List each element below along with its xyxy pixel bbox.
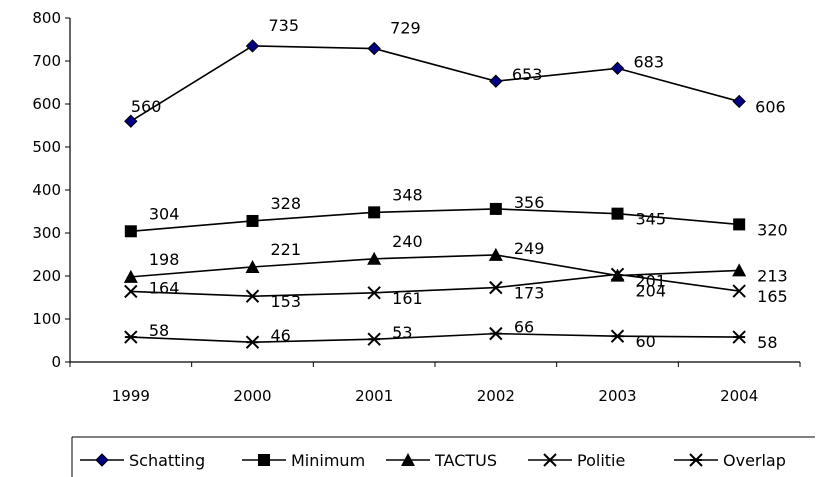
data-label-politie: 164 xyxy=(149,278,180,297)
point-tactus xyxy=(123,269,138,283)
data-label-tactus: 249 xyxy=(514,239,545,258)
data-label-overlap: 66 xyxy=(514,318,534,337)
legend-label-minimum: Minimum xyxy=(291,451,365,470)
y-tick-label: 600 xyxy=(32,95,61,113)
y-tick-label: 500 xyxy=(32,138,61,156)
data-label-minimum: 348 xyxy=(392,185,423,204)
legend-marker-politie xyxy=(543,453,557,467)
data-label-overlap: 53 xyxy=(392,323,412,342)
y-tick-label: 200 xyxy=(32,267,61,285)
data-label-schatting: 653 xyxy=(512,65,543,84)
x-tick-label: 2002 xyxy=(477,387,515,405)
x-tick-label: 2000 xyxy=(233,387,271,405)
point-minimum xyxy=(124,225,137,238)
chart-axes: 0 100 200 300 400 500 600 700 800 1999 2000 2001 200… xyxy=(32,9,801,405)
x-tick-label: 1999 xyxy=(112,387,150,405)
data-label-tactus: 198 xyxy=(149,250,180,269)
point-overlap xyxy=(732,330,746,344)
point-schatting xyxy=(732,94,746,109)
data-label-politie: 161 xyxy=(392,289,423,308)
point-minimum xyxy=(368,206,381,219)
x-tick-label: 2004 xyxy=(720,387,758,405)
legend-marker-tactus xyxy=(401,453,415,466)
data-label-overlap: 60 xyxy=(636,332,656,351)
legend: Schatting Minimum TACTUS Politie Overlap xyxy=(71,436,815,477)
y-tick-label: 0 xyxy=(51,353,61,371)
point-politie xyxy=(489,280,503,295)
data-label-schatting: 606 xyxy=(755,97,786,116)
series-line-minimum xyxy=(130,208,740,233)
point-overlap xyxy=(124,330,138,344)
legend-label-tactus: TACTUS xyxy=(434,451,497,470)
point-minimum xyxy=(489,202,502,215)
legend-label-overlap: Overlap xyxy=(723,451,786,470)
x-tick-label: 2003 xyxy=(598,387,636,405)
data-label-minimum: 356 xyxy=(514,193,545,212)
point-minimum xyxy=(611,207,624,220)
point-overlap xyxy=(245,335,260,349)
data-label-minimum: 320 xyxy=(757,220,788,239)
point-politie xyxy=(732,284,746,298)
data-label-tactus: 213 xyxy=(757,266,788,285)
point-politie xyxy=(245,289,260,303)
data-label-overlap: 58 xyxy=(757,333,777,352)
legend-label-politie: Politie xyxy=(577,451,625,470)
data-label-politie: 173 xyxy=(514,284,545,303)
point-overlap xyxy=(610,329,625,343)
series-line-tactus xyxy=(130,254,740,278)
point-tactus xyxy=(245,259,260,273)
series-lines xyxy=(123,39,747,349)
data-label-minimum: 345 xyxy=(636,210,667,229)
legend-label-schatting: Schatting xyxy=(129,451,205,470)
data-label-politie: 165 xyxy=(757,287,788,306)
x-tick-label: 2001 xyxy=(355,387,393,405)
data-label-politie: 153 xyxy=(271,292,302,311)
point-schatting xyxy=(610,61,625,76)
series-line-overlap xyxy=(130,332,740,344)
y-tick-label: 800 xyxy=(32,9,61,27)
legend-marker-overlap xyxy=(689,453,703,467)
legend-marker-minimum xyxy=(258,454,270,466)
point-tactus xyxy=(367,251,382,265)
y-tick-label: 400 xyxy=(32,181,61,199)
series-line-politie xyxy=(130,273,740,298)
series-line-schatting xyxy=(130,45,740,122)
data-label-minimum: 328 xyxy=(271,194,302,213)
data-label-schatting: 735 xyxy=(269,16,300,35)
data-label-minimum: 304 xyxy=(149,204,180,223)
point-schatting xyxy=(489,74,503,88)
y-tick-label: 100 xyxy=(32,310,61,328)
point-politie xyxy=(610,267,625,281)
y-tick-label: 300 xyxy=(32,224,61,242)
point-schatting xyxy=(245,39,260,53)
data-label-overlap: 58 xyxy=(149,321,169,340)
point-minimum xyxy=(246,214,259,227)
point-politie xyxy=(367,286,381,300)
point-schatting xyxy=(124,114,138,128)
point-overlap xyxy=(367,332,381,346)
data-label-schatting: 560 xyxy=(131,97,162,116)
data-labels: 560 735 729 653 683 606 304 328 348 356 345 320 198 2… xyxy=(131,16,788,352)
point-tactus xyxy=(732,263,747,277)
data-label-politie: 204 xyxy=(636,281,667,300)
point-minimum xyxy=(733,218,746,231)
data-label-tactus: 240 xyxy=(392,232,423,251)
data-label-schatting: 683 xyxy=(634,52,665,71)
y-tick-label: 700 xyxy=(32,52,61,70)
point-politie xyxy=(124,284,138,299)
point-schatting xyxy=(367,41,381,56)
data-label-overlap: 46 xyxy=(271,326,291,345)
data-label-tactus: 201 xyxy=(636,272,667,291)
data-label-tactus: 221 xyxy=(271,240,302,259)
legend-marker-schatting xyxy=(95,453,109,467)
point-overlap xyxy=(489,326,503,341)
point-tactus xyxy=(488,247,503,261)
data-label-schatting: 729 xyxy=(390,19,421,38)
